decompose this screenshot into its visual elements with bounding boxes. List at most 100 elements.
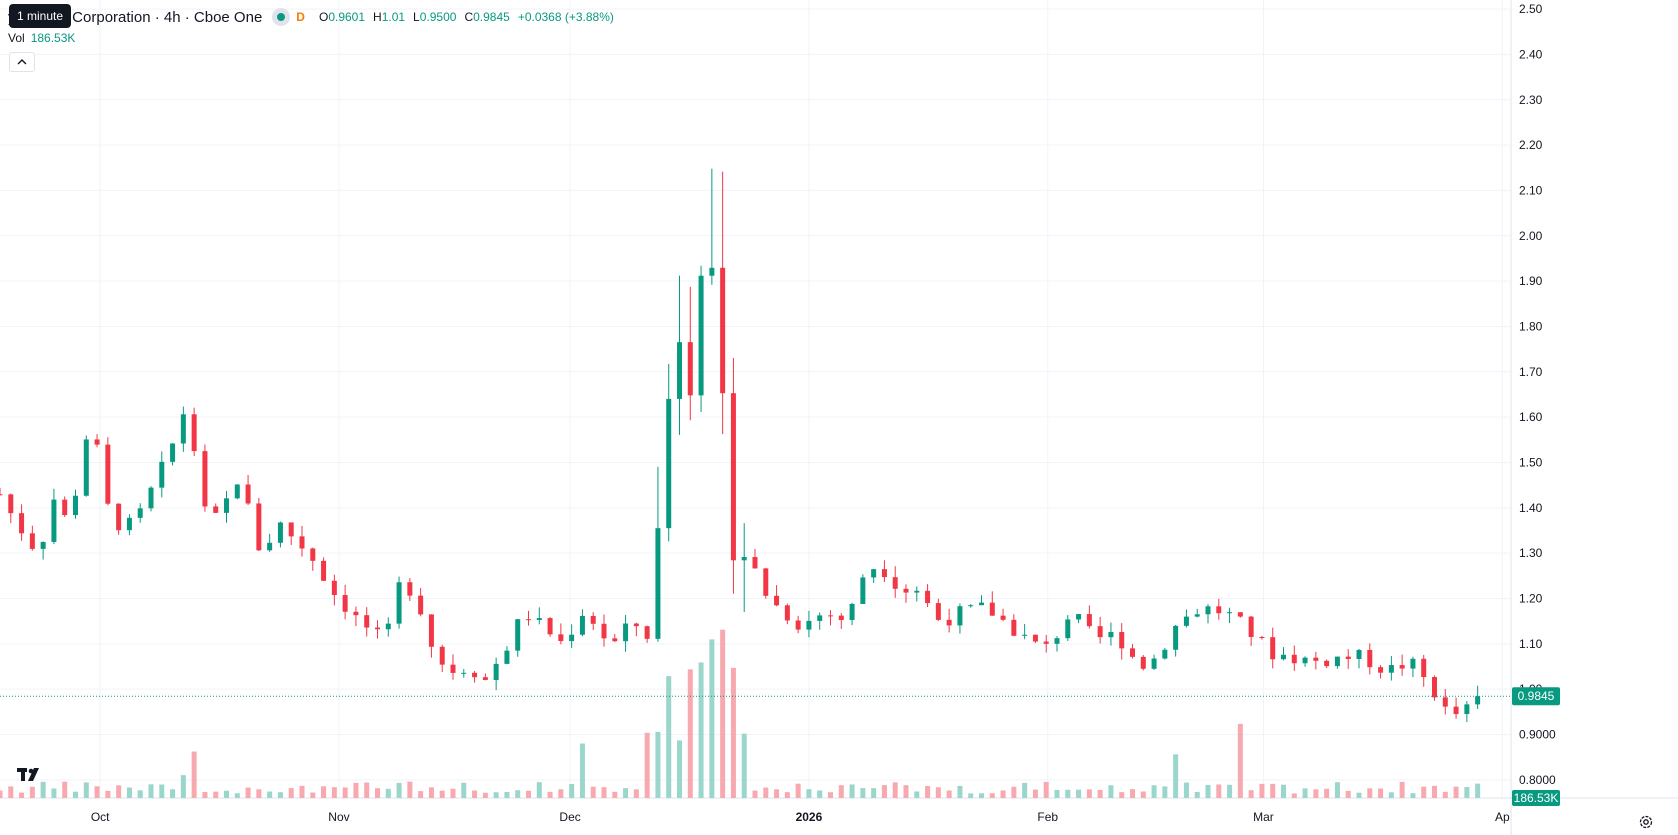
volume-bar xyxy=(439,790,445,798)
volume-bar xyxy=(752,790,758,798)
collapse-legend-button[interactable] xyxy=(9,52,35,72)
volume-bar xyxy=(1324,788,1330,798)
tradingview-logo-icon[interactable] xyxy=(14,763,44,787)
candle-body xyxy=(1464,704,1470,715)
axis-value-labels: 0.9845 186.53K xyxy=(1512,687,1560,806)
volume-bar xyxy=(1054,789,1060,798)
time-tick-label: Dec xyxy=(559,810,580,824)
volume-bar xyxy=(612,791,618,798)
volume-bar xyxy=(1432,785,1437,798)
volume-bar xyxy=(1043,781,1049,798)
candle-body xyxy=(137,508,143,518)
volume-bar xyxy=(493,792,499,798)
volume-bar xyxy=(633,789,639,798)
candle-body xyxy=(730,393,736,561)
candle-body xyxy=(159,461,165,488)
candle-body xyxy=(1442,697,1448,707)
ohlc-high: H1.01 xyxy=(373,10,406,24)
volume-bar xyxy=(838,785,844,798)
volume-value-label: 186.53K xyxy=(1514,791,1559,805)
volume-bar xyxy=(881,785,887,798)
candle-body xyxy=(94,439,100,445)
volume-bar xyxy=(267,791,273,798)
candle-body xyxy=(526,619,531,621)
candle-body xyxy=(569,634,575,642)
volume-bar xyxy=(601,787,607,798)
time-tick-label: Ap xyxy=(1495,810,1510,824)
candle-body xyxy=(19,513,25,534)
candle-body xyxy=(1000,615,1006,620)
time-tick-label: 2026 xyxy=(796,810,823,824)
candle-body xyxy=(0,494,3,496)
candle-body xyxy=(925,590,931,604)
candle-body xyxy=(224,498,229,513)
time-axis: Oct Nov Dec 2026 Feb Mar Ap xyxy=(91,810,1510,824)
volume-bar xyxy=(946,790,952,798)
volume-bar xyxy=(763,787,769,798)
chart-legend: y Growth Corporation · 4h · Cboe One D O… xyxy=(8,6,614,28)
candle-body xyxy=(245,484,251,504)
candle-body xyxy=(903,588,909,593)
candle-body xyxy=(774,595,780,606)
candle-body xyxy=(763,568,769,596)
price-tick-label: 2.40 xyxy=(1519,47,1543,61)
volume-bar xyxy=(83,782,89,798)
price-tick-label: 1.50 xyxy=(1519,455,1543,469)
volume-bar xyxy=(29,786,35,798)
volume-bar xyxy=(730,667,736,798)
candle-body xyxy=(418,595,424,615)
volume-bar xyxy=(62,781,68,798)
volume-bar xyxy=(1378,788,1384,798)
volume-bar xyxy=(353,782,359,798)
candle-body xyxy=(1378,667,1384,673)
candle-body xyxy=(191,414,197,452)
candle-body xyxy=(1367,649,1373,668)
volume-value: 186.53K xyxy=(30,31,76,45)
candle-body xyxy=(828,615,833,617)
volume-bar xyxy=(666,676,672,798)
ohlc-open: O0.9601 xyxy=(318,10,366,24)
candle-body xyxy=(1065,619,1071,639)
volume-bar xyxy=(299,785,305,798)
volume-bar xyxy=(590,786,596,798)
volume-bar xyxy=(1108,785,1114,798)
candle-body xyxy=(752,556,758,569)
candle-body xyxy=(1151,658,1157,669)
volume-bar xyxy=(1442,791,1448,798)
volume-bar xyxy=(1388,792,1394,798)
candle-body xyxy=(62,499,68,516)
settings-icon[interactable] xyxy=(1638,814,1654,830)
volume-bar xyxy=(1205,784,1211,798)
volume-bar xyxy=(687,669,693,798)
price-axis: 2.50 2.40 2.30 2.20 2.10 2.00 1.90 1.80 1.70 1.60… xyxy=(1519,2,1556,787)
volume-bar xyxy=(1011,786,1017,798)
volume-bar xyxy=(472,790,478,798)
candle-body xyxy=(267,542,273,551)
candle-body xyxy=(817,615,823,621)
ohlc-close: C0.9845 xyxy=(464,10,510,24)
symbol-title[interactable]: y Growth Corporation · 4h · Cboe One xyxy=(8,8,263,26)
candle-body xyxy=(623,623,629,642)
volume-bar xyxy=(623,788,629,798)
volume-bar xyxy=(450,788,456,798)
market-status[interactable]: D xyxy=(272,8,305,26)
candle-body xyxy=(1334,656,1340,667)
volume-bar xyxy=(331,787,337,798)
price-tick-label: 1.60 xyxy=(1519,410,1543,424)
candle-body xyxy=(784,605,790,621)
volume-bar xyxy=(148,784,154,798)
volume-bar xyxy=(461,782,467,798)
volume-bar xyxy=(698,662,704,798)
volume-bar xyxy=(795,783,801,798)
volume-bar xyxy=(935,787,941,798)
volume-bar xyxy=(569,784,575,798)
volume-bar xyxy=(0,790,3,798)
price-tick-label: 1.10 xyxy=(1519,637,1543,651)
volume-bar xyxy=(1119,792,1125,798)
volume-bar xyxy=(396,782,402,798)
volume-bar xyxy=(407,781,413,798)
volume-bar xyxy=(526,790,531,798)
candle-body xyxy=(461,672,467,674)
volume-bar xyxy=(159,784,165,798)
candle-body xyxy=(277,522,283,543)
